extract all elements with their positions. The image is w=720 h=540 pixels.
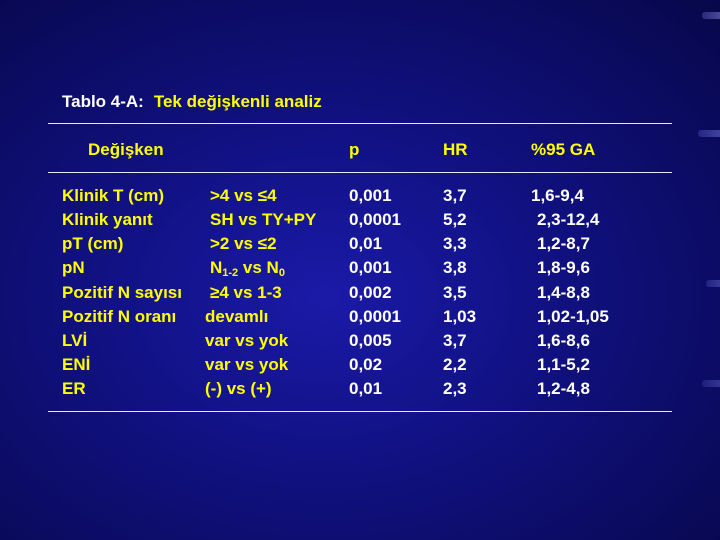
- comparison-part: N: [210, 258, 223, 277]
- row-hr-value: 3,5: [443, 283, 467, 302]
- row-comparison: >4 vs ≤4: [210, 186, 277, 205]
- row-ci-value: 1,6-9,4: [531, 186, 584, 205]
- row-p-value: 0,0001: [349, 307, 401, 326]
- row-ci-value: 1,6-8,6: [537, 331, 590, 350]
- row-ci-value: 2,3-12,4: [537, 210, 600, 229]
- slide-decoration-bar: [702, 380, 720, 387]
- row-variable: pN: [62, 258, 85, 277]
- row-hr-value: 3,7: [443, 186, 467, 205]
- row-hr-value: 3,8: [443, 258, 467, 277]
- row-p-value: 0,01: [349, 379, 383, 398]
- table-title-main: Tek değişkenli analiz: [153, 92, 322, 111]
- header-rule: [48, 172, 672, 173]
- row-variable: Pozitif N sayısı: [62, 283, 182, 302]
- row-comparison: (-) vs (+): [205, 379, 272, 398]
- comparison-part: vs N: [238, 258, 279, 277]
- table-title-prefix: Tablo 4-A:: [62, 92, 144, 111]
- row-p-value: 0,001: [349, 258, 392, 277]
- row-hr-value: 3,3: [443, 234, 467, 253]
- table-bottom-rule: [48, 411, 672, 412]
- row-comparison: var vs yok: [205, 331, 289, 350]
- row-ci-value: 1,2-8,7: [537, 234, 590, 253]
- slide-decoration-bar: [706, 280, 720, 287]
- row-variable: Klinik yanıt: [62, 210, 153, 229]
- table-title: Tablo 4-A: Tek değişkenli analiz: [62, 92, 322, 112]
- row-p-value: 0,0001: [349, 210, 401, 229]
- row-variable: Klinik T (cm): [62, 186, 165, 205]
- slide-decoration-bar: [698, 130, 720, 137]
- row-hr-value: 2,2: [443, 355, 467, 374]
- comparison-subscript: 0: [278, 267, 285, 279]
- row-comparison: var vs yok: [205, 355, 289, 374]
- row-comparison: devamlı: [205, 307, 269, 326]
- row-p-value: 0,01: [349, 234, 383, 253]
- row-ci-value: 1,1-5,2: [537, 355, 590, 374]
- row-hr-value: 5,2: [443, 210, 467, 229]
- table-top-rule: [48, 123, 672, 124]
- row-p-value: 0,005: [349, 331, 392, 350]
- row-p-value: 0,002: [349, 283, 392, 302]
- row-variable: ENİ: [62, 355, 91, 374]
- row-p-value: 0,02: [349, 355, 383, 374]
- comparison-subscript: 1-2: [222, 267, 239, 279]
- row-hr-value: 1,03: [443, 307, 477, 326]
- row-comparison: ≥4 vs 1-3: [210, 283, 282, 302]
- header-p: p: [349, 140, 360, 159]
- row-ci-value: 1,8-9,6: [537, 258, 590, 277]
- row-ci-value: 1,02-1,05: [537, 307, 609, 326]
- row-hr-value: 2,3: [443, 379, 467, 398]
- row-ci-value: 1,2-4,8: [537, 379, 590, 398]
- row-ci-value: 1,4-8,8: [537, 283, 590, 302]
- row-comparison: N1-2 vs N0: [210, 258, 285, 283]
- row-comparison: SH vs TY+PY: [210, 210, 317, 229]
- header-variable: Değişken: [88, 140, 164, 159]
- row-variable: LVİ: [62, 331, 88, 350]
- row-variable: Pozitif N oranı: [62, 307, 177, 326]
- row-comparison: >2 vs ≤2: [210, 234, 277, 253]
- row-variable: ER: [62, 379, 86, 398]
- header-ci: %95 GA: [531, 140, 596, 159]
- header-hr: HR: [443, 140, 468, 159]
- row-variable: pT (cm): [62, 234, 124, 253]
- slide-decoration-bar: [702, 12, 720, 19]
- row-hr-value: 3,7: [443, 331, 467, 350]
- row-p-value: 0,001: [349, 186, 392, 205]
